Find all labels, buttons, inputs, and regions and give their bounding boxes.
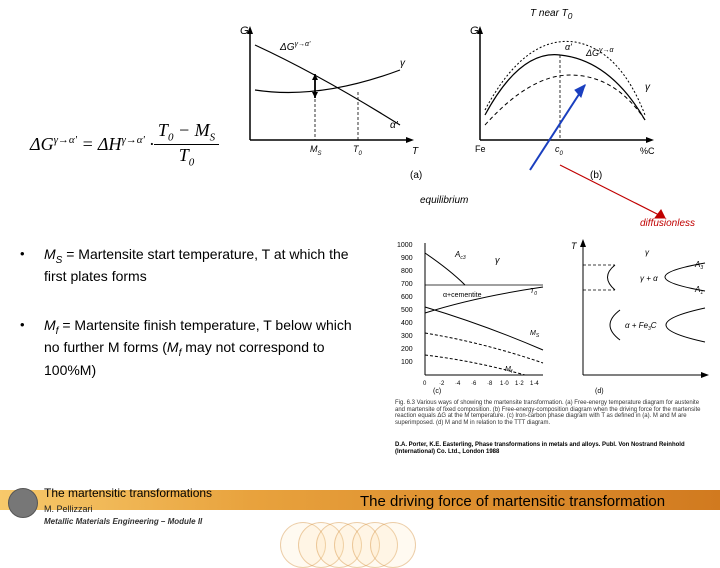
graph-b-ylabel: G (470, 25, 479, 37)
citation-text: D.A. Porter, K.E. Easterling, Phase tran… (395, 442, 705, 456)
graph-a-t0: T0 (353, 144, 363, 157)
graph-a-ms: MS (310, 144, 322, 157)
svg-text:300: 300 (401, 333, 413, 340)
graph-d-panel: (d) (595, 388, 604, 395)
svg-text:·8: ·8 (487, 381, 493, 387)
svg-text:1·2: 1·2 (515, 381, 524, 387)
bullet-list: • MS = Martensite start temperature, T a… (20, 245, 370, 410)
graph-c-mf: Mf (505, 366, 513, 375)
graph-a-xlabel: T (412, 146, 419, 157)
footer-main-title: The driving force of martensitic transfo… (360, 493, 665, 510)
graph-d-gamma: γ (645, 248, 650, 257)
graph-d-ylabel: T (571, 241, 578, 251)
footer-title: The martensitic transformations (44, 486, 212, 500)
footer-course: Metallic Materials Engineering – Module … (44, 517, 202, 526)
graph-a-gamma: γ (400, 58, 406, 69)
graph-c-panel: (c) (433, 388, 441, 395)
svg-text:1·0: 1·0 (500, 381, 509, 387)
graph-c: 1000 900 800 700 600 500 400 300 200 100… (395, 235, 550, 395)
bullet-mf: • Mf = Martensite finish temperature, T … (20, 316, 370, 379)
graph-c-ms: MS (530, 330, 540, 339)
graph-d: T A3 A1 γ γ + α α + Fe3C (d) (565, 235, 710, 395)
svg-text:700: 700 (401, 281, 413, 288)
svg-text:800: 800 (401, 268, 413, 275)
graph-c-alpha-cem: α+cementite (443, 292, 482, 299)
graph-a-panel-label: (a) (410, 170, 422, 181)
footer: The martensitic transformations M. Pelli… (0, 480, 720, 540)
graph-b-alpha-prime: α' (565, 42, 572, 52)
svg-text:100: 100 (401, 359, 413, 366)
svg-text:500: 500 (401, 307, 413, 314)
svg-text:1000: 1000 (397, 242, 413, 249)
svg-text:1·4: 1·4 (530, 381, 539, 387)
bullet-ms: • MS = Martensite start temperature, T a… (20, 245, 370, 286)
graph-d-a3: A3 (694, 260, 703, 271)
svg-text:·6: ·6 (471, 381, 477, 387)
svg-text:400: 400 (401, 320, 413, 327)
graph-a-ylabel: G (240, 25, 249, 37)
footer-author: M. Pellizzari (44, 504, 93, 514)
graph-d-alpha-fe3c: α + Fe3C (625, 321, 657, 332)
graph-b-fe: Fe (475, 144, 486, 154)
graph-a: G T ΔGγ→α' γ α' MS T0 (230, 20, 420, 160)
graph-a-alpha: α' (390, 120, 399, 131)
graph-b-xlabel: %C (640, 146, 655, 156)
svg-text:0: 0 (423, 381, 427, 387)
equilibrium-label: equilibrium (420, 195, 468, 206)
graph-d-gamma-alpha: γ + α (640, 274, 658, 283)
graph-a-delta-g: ΔGγ→α' (279, 41, 311, 53)
red-arrow-icon (555, 160, 675, 225)
diffusionless-label: diffusionless (640, 218, 695, 229)
svg-text:·4: ·4 (455, 381, 461, 387)
graph-c-t0: T0 (530, 288, 537, 297)
footer-logo (8, 488, 38, 518)
svg-text:·2: ·2 (439, 381, 445, 387)
graph-c-ac3: Ac3 (454, 250, 466, 261)
figure-caption: Fig. 6.3 Various ways of showing the mar… (395, 400, 705, 426)
graph-b-delta-g: ΔGγ→α (585, 47, 615, 58)
delta-g-equation: ΔGγ→α' = ΔHγ→α' · T0 − MS T0 (30, 120, 219, 168)
graph-c-gamma: γ (495, 255, 500, 265)
svg-text:600: 600 (401, 294, 413, 301)
svg-text:200: 200 (401, 346, 413, 353)
svg-text:900: 900 (401, 255, 413, 262)
graph-b-gamma: γ (645, 82, 651, 93)
